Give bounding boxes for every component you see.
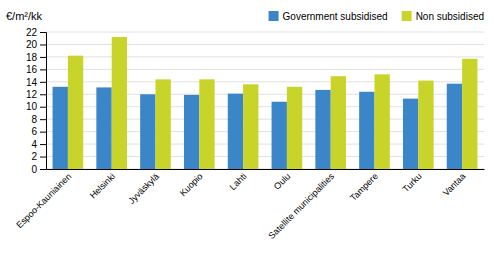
y-tick-mark xyxy=(40,32,46,33)
bar xyxy=(287,87,302,169)
grid xyxy=(46,32,484,169)
y-tick-mark xyxy=(40,144,46,145)
x-tick: Lahti xyxy=(228,171,249,192)
y-tick: 4 xyxy=(31,139,46,150)
legend-swatch xyxy=(402,11,412,21)
bar xyxy=(272,102,287,169)
bars xyxy=(53,37,478,169)
x-tick: Espoo-Kauniainen xyxy=(14,171,73,230)
y-tick: 2 xyxy=(31,151,46,162)
y-tick-label: 20 xyxy=(26,39,38,50)
bar xyxy=(403,99,418,169)
y-tick-label: 12 xyxy=(26,89,38,100)
x-tick: Tampere xyxy=(348,171,380,203)
y-tick-mark xyxy=(40,157,46,158)
y-tick-mark xyxy=(40,119,46,120)
x-tick-label: Helsinki xyxy=(88,171,117,200)
y-tick-label: 16 xyxy=(26,64,38,75)
y-tick-mark xyxy=(40,94,46,95)
bar xyxy=(140,94,155,169)
y-tick-mark xyxy=(40,107,46,108)
legend-item: Non subsidised xyxy=(402,11,484,22)
bar xyxy=(68,56,83,169)
bar-series xyxy=(68,37,478,169)
x-tick: Turku xyxy=(401,171,424,194)
bar xyxy=(156,79,171,169)
y-tick-label: 14 xyxy=(26,77,38,88)
legend-item: Government subsidised xyxy=(269,11,388,22)
grid-line xyxy=(46,32,484,33)
bar xyxy=(112,37,127,169)
bar xyxy=(96,87,111,169)
y-tick-label: 0 xyxy=(31,164,37,175)
y-tick: 10 xyxy=(26,101,46,112)
bar xyxy=(331,76,346,169)
y-tick-mark xyxy=(40,169,46,170)
x-tick-label: Kuopio xyxy=(178,171,205,198)
y-tick-label: 2 xyxy=(31,151,37,162)
legend-swatch xyxy=(269,11,279,21)
x-tick: Helsinki xyxy=(88,171,117,200)
bar xyxy=(243,84,258,169)
y-axis: 0 24 68 101214 1618 2022 xyxy=(26,27,47,175)
chart-container: 0 24 68 101214 1618 2022 Espoo-Kauniainen Helsi… xyxy=(0,0,494,265)
x-tick-label: Turku xyxy=(401,171,424,194)
x-tick-label: Satellite municipalities xyxy=(266,171,336,241)
x-tick: Jyväskylä xyxy=(126,171,161,206)
y-axis-line xyxy=(40,33,47,170)
y-axis-title: €/m²/kk xyxy=(6,10,43,22)
bar xyxy=(315,90,330,169)
y-tick-mark xyxy=(40,57,46,58)
legend-label: Non subsidised xyxy=(416,11,484,22)
y-tick: 14 xyxy=(26,77,46,88)
bar xyxy=(228,94,243,169)
bar xyxy=(447,84,462,169)
y-tick: 12 xyxy=(26,89,46,100)
bar xyxy=(53,87,68,169)
legend-label: Government subsidised xyxy=(283,11,388,22)
x-tick-label: Lahti xyxy=(228,171,249,192)
x-tick-label: Jyväskylä xyxy=(126,171,161,206)
y-tick-label: 8 xyxy=(31,114,37,125)
y-tick: 20 xyxy=(26,39,46,50)
x-tick: Oulu xyxy=(272,171,293,192)
legend: Government subsidised Non subsidised xyxy=(269,11,484,22)
x-tick-label: Espoo-Kauniainen xyxy=(14,171,73,230)
y-tick: 22 xyxy=(26,27,46,38)
y-tick: 6 xyxy=(31,126,46,137)
bar xyxy=(199,79,214,169)
y-tick-label: 4 xyxy=(31,139,37,150)
x-axis: Espoo-Kauniainen Helsinki Jyväskylä Kuopio L… xyxy=(14,170,484,241)
x-tick-label: Oulu xyxy=(272,171,293,192)
x-tick: Vantaa xyxy=(441,171,468,198)
y-tick: 8 xyxy=(31,114,46,125)
y-tick-label: 18 xyxy=(26,52,38,63)
plot: 0 24 68 101214 1618 2022 Espoo-Kauniainen Helsi… xyxy=(14,27,484,241)
chart-svg: 0 24 68 101214 1618 2022 Espoo-Kauniainen Helsi… xyxy=(0,0,494,265)
y-tick: 0 xyxy=(31,164,46,175)
x-tick-label: Tampere xyxy=(348,171,380,203)
x-axis-line xyxy=(47,169,485,170)
bar xyxy=(375,74,390,169)
x-tick: Kuopio xyxy=(178,171,205,198)
y-tick-label: 6 xyxy=(31,126,37,137)
y-tick-label: 22 xyxy=(26,27,38,38)
y-tick-mark xyxy=(40,82,46,83)
y-tick-label: 10 xyxy=(26,101,38,112)
x-tick-label: Vantaa xyxy=(441,171,468,198)
y-tick-mark xyxy=(40,69,46,70)
y-tick: 18 xyxy=(26,52,46,63)
x-tick: Satellite municipalities xyxy=(266,171,336,241)
y-tick-mark xyxy=(40,44,46,45)
bar xyxy=(359,92,374,169)
y-tick-mark xyxy=(40,132,46,133)
bar xyxy=(462,59,477,169)
bar xyxy=(418,81,433,169)
bar xyxy=(184,95,199,169)
y-tick: 16 xyxy=(26,64,46,75)
